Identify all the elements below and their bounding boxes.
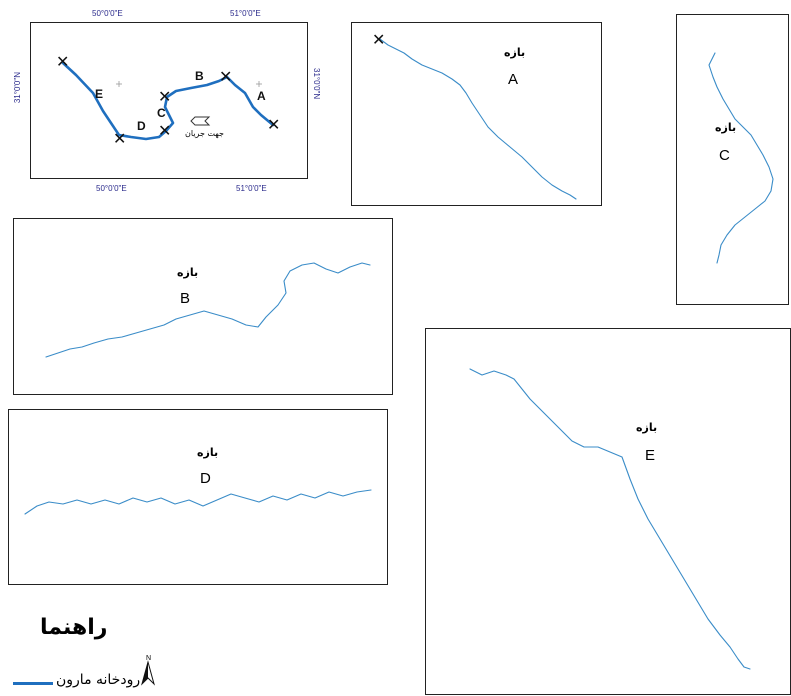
reach-panel-e: بازه E bbox=[425, 328, 791, 695]
reach-d-river bbox=[24, 489, 372, 515]
segment-label-c: C bbox=[157, 106, 166, 120]
reach-e-letter: E bbox=[645, 447, 656, 464]
reach-panel-c: بازه C bbox=[676, 14, 789, 305]
svg-text:N: N bbox=[146, 655, 151, 662]
lon-bottom-label-1: 50°0'0"E bbox=[96, 184, 127, 193]
reach-boundary-marker: ✕ bbox=[158, 121, 172, 140]
overview-river bbox=[61, 61, 275, 141]
reach-panel-b: بازه B bbox=[13, 218, 393, 395]
legend-river-label: رودخانه مارون bbox=[56, 672, 141, 688]
overview-river-line bbox=[61, 61, 275, 141]
reach-a-river bbox=[379, 38, 577, 200]
reach-e-river bbox=[469, 368, 751, 670]
reach-d-word: بازه bbox=[197, 446, 219, 459]
lon-bottom-label-2: 51°0'0"E bbox=[236, 184, 267, 193]
reach-b-letter: B bbox=[180, 290, 191, 307]
overview-map: ✕ ✕ ✕ ✕ ✕ ✕ E D C B A جهت جریان bbox=[30, 22, 308, 179]
reach-boundary-marker: ✕ bbox=[158, 87, 172, 106]
reach-e-word: بازه bbox=[636, 421, 658, 434]
reach-boundary-marker: ✕ bbox=[267, 115, 281, 134]
reach-c-word: بازه bbox=[715, 121, 737, 134]
reach-b-river bbox=[45, 262, 371, 358]
reach-a-word: بازه bbox=[504, 46, 526, 59]
lat-right-label: 31°0'0"N bbox=[312, 68, 321, 100]
reach-a-letter: A bbox=[508, 71, 519, 88]
north-arrow-icon: N bbox=[140, 652, 156, 686]
lon-top-label-1: 50°0'0"E bbox=[92, 9, 123, 18]
lon-top-label-2: 51°0'0"E bbox=[230, 9, 261, 18]
reach-b-word: بازه bbox=[177, 266, 199, 279]
reach-boundary-marker: ✕ bbox=[56, 52, 70, 71]
segment-label-b: B bbox=[195, 69, 204, 83]
reach-d-letter: D bbox=[200, 470, 211, 487]
lat-left-label: 31°0'0"N bbox=[13, 72, 22, 104]
reach-panel-d: بازه D bbox=[8, 409, 388, 585]
segment-label-a: A bbox=[257, 89, 266, 103]
reach-boundary-marker: ✕ bbox=[113, 129, 127, 148]
reach-c-river bbox=[708, 52, 774, 264]
legend-river-line bbox=[13, 682, 53, 685]
legend-title: راهنما bbox=[40, 615, 108, 640]
segment-label-e: E bbox=[95, 87, 104, 101]
reach-a-boundary-marker: ✕ bbox=[372, 30, 386, 49]
reach-c-letter: C bbox=[719, 147, 730, 164]
reach-boundary-marker: ✕ bbox=[219, 67, 233, 86]
flow-direction-label: جهت جریان bbox=[185, 129, 224, 138]
segment-label-d: D bbox=[137, 119, 146, 133]
reach-panel-a: ✕ بازه A bbox=[351, 22, 602, 206]
